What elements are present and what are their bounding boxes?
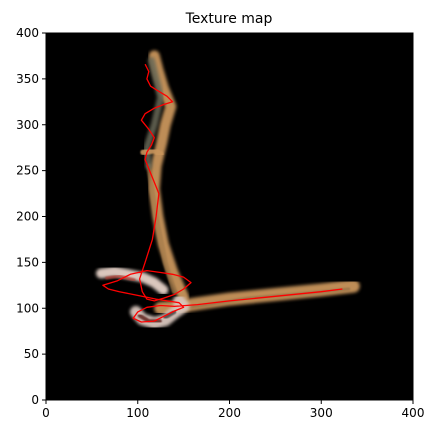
x-tick-label: 0 (42, 406, 50, 420)
y-tick-label: 150 (16, 255, 39, 269)
y-tick-label: 50 (24, 347, 39, 361)
series-line-0 (102, 63, 343, 323)
y-tick-label: 250 (16, 164, 39, 178)
y-tick-label: 350 (16, 72, 39, 86)
texture-arm-up-shade (146, 163, 177, 295)
y-tick-label: 300 (16, 118, 39, 132)
x-tick-label: 200 (218, 406, 241, 420)
y-axis: 0 50 100 150 200 250 300 350 400 (16, 26, 46, 407)
texture-loop-left-red (105, 274, 136, 282)
texture-notch (140, 147, 164, 158)
y-tick-label: 400 (16, 26, 39, 40)
y-tick-label: 200 (16, 210, 39, 224)
y-tick-label: 100 (16, 301, 39, 315)
x-tick-label: 300 (310, 406, 333, 420)
centerline-series (102, 63, 343, 323)
y-tick-label: 0 (31, 393, 39, 407)
texture-curl-dark-2 (163, 309, 177, 320)
x-axis: 0 100 200 300 400 (42, 400, 424, 420)
x-tick-label: 400 (402, 406, 425, 420)
x-tick-label: 100 (126, 406, 149, 420)
texture-loop-left (96, 266, 169, 295)
chart-title: Texture map (185, 11, 273, 27)
texture-image-background (46, 33, 413, 400)
